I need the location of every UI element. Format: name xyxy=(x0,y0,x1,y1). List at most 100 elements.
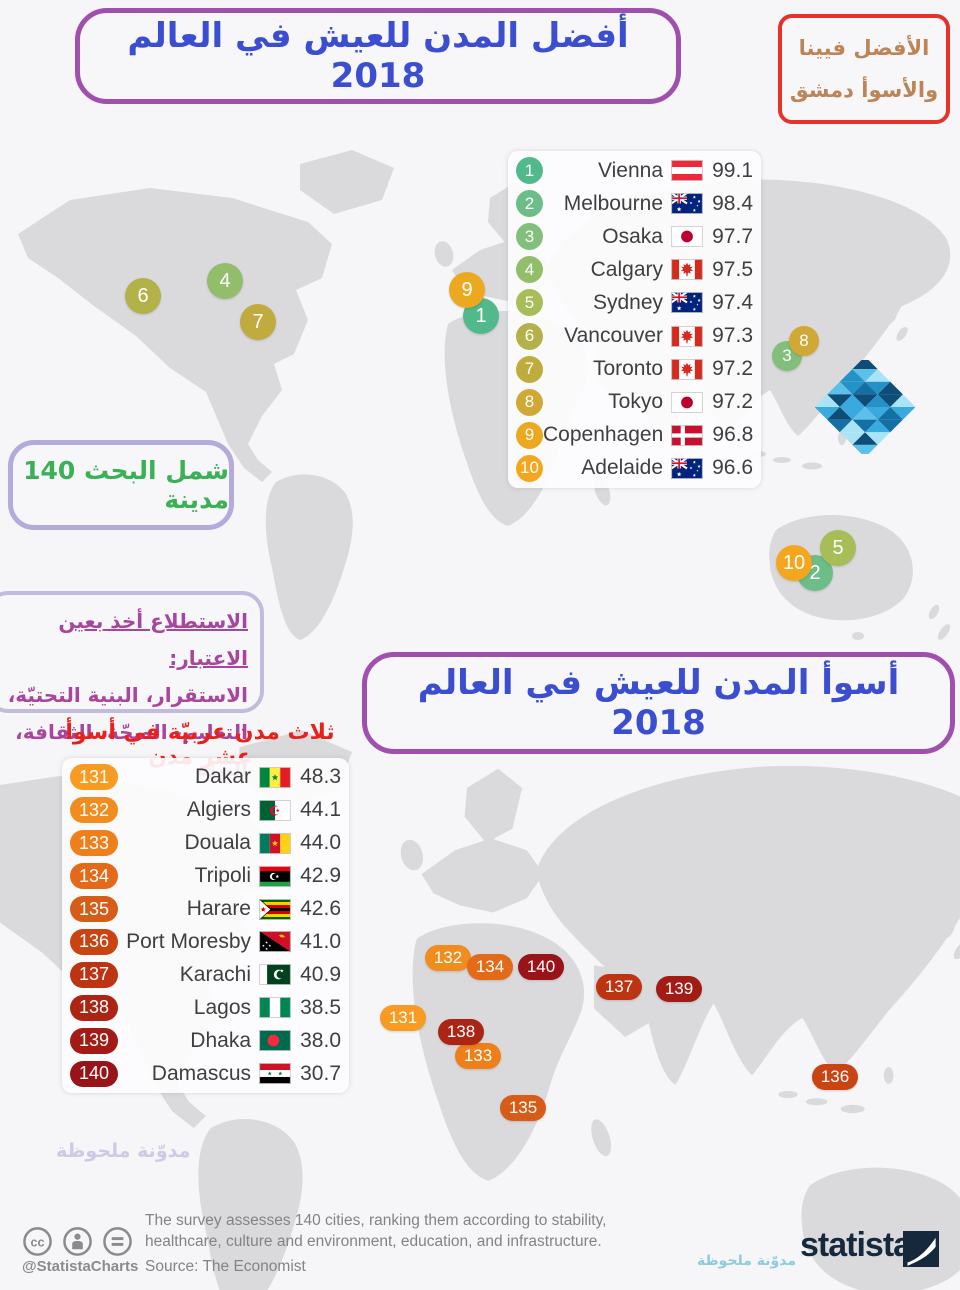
score-value: 97.7 xyxy=(712,224,753,248)
map-marker-8: 8 xyxy=(789,326,819,356)
city-name: Damascus xyxy=(151,1061,251,1085)
ranking-row-137: 137 Karachi 40.9 xyxy=(70,958,341,991)
city-name: Vancouver xyxy=(564,324,663,348)
map-marker-133: 133 xyxy=(455,1043,501,1069)
map-marker-139: 139 xyxy=(656,976,702,1002)
score-value: 98.4 xyxy=(712,191,753,215)
city-name: Tripoli xyxy=(194,864,251,888)
ranking-row-9: 9 Copenhagen 96.8 xyxy=(516,419,753,452)
city-name: Sydney xyxy=(592,290,663,314)
score-value: 42.9 xyxy=(300,864,341,888)
score-value: 97.2 xyxy=(712,390,753,414)
statista-wordmark: statista xyxy=(800,1226,912,1264)
score-value: 42.6 xyxy=(300,897,341,921)
ranking-row-8: 8 Tokyo 97.2 xyxy=(516,386,753,419)
ranking-row-5: 5 Sydney 97.4 xyxy=(516,286,753,319)
flag-pakistan-icon xyxy=(259,964,291,986)
svg-text:cc: cc xyxy=(31,1235,45,1249)
criteria-note: الاستطلاع أخذ بعين الاعتبار: الاستقرار، … xyxy=(0,591,264,781)
ranking-row-3: 3 Osaka 97.7 xyxy=(516,220,753,253)
rank-badge: 7 xyxy=(516,355,543,383)
map-marker-6: 6 xyxy=(125,278,161,314)
survey-description-line2: healthcare, culture and environment, edu… xyxy=(145,1233,602,1250)
map-marker-4: 4 xyxy=(207,263,243,299)
rank-badge: 10 xyxy=(516,454,543,482)
rank-badge: 1 xyxy=(516,157,543,185)
score-value: 96.8 xyxy=(712,423,754,447)
flag-japan-icon xyxy=(671,226,703,248)
statista-diamond-logo xyxy=(815,360,915,454)
flag-papua-new-guinea-icon xyxy=(259,931,291,953)
map-marker-9: 9 xyxy=(449,272,485,308)
rank-badge: 5 xyxy=(516,289,543,317)
ranking-row-1: 1 Vienna 99.1 xyxy=(516,154,753,187)
worst-cities-list: 131 Dakar 48.3 132 Algiers 44.1 133 Douala 44.0 1… xyxy=(62,758,349,1093)
flag-bangladesh-icon xyxy=(259,1030,291,1052)
statista-handle: @StatistaCharts xyxy=(22,1258,139,1275)
map-marker-136: 136 xyxy=(812,1064,858,1090)
criteria-line1: الاستطلاع أخذ بعين الاعتبار: xyxy=(58,609,248,670)
ranking-row-132: 132 Algiers 44.1 xyxy=(70,794,341,827)
flag-canada-icon xyxy=(671,325,703,347)
map-marker-5: 5 xyxy=(820,530,856,566)
city-name: Dakar xyxy=(194,765,251,789)
rank-badge: 138 xyxy=(70,994,118,1021)
rank-badge: 133 xyxy=(70,830,118,857)
score-value: 44.0 xyxy=(300,831,341,855)
score-value: 97.4 xyxy=(712,290,753,314)
ranking-row-134: 134 Tripoli 42.9 xyxy=(70,860,341,893)
city-name: Lagos xyxy=(193,995,251,1019)
score-value: 97.5 xyxy=(712,257,753,281)
city-name: Douala xyxy=(184,831,251,855)
rank-badge: 2 xyxy=(516,190,543,218)
map-marker-7: 7 xyxy=(240,304,276,340)
rank-badge: 6 xyxy=(516,322,543,350)
city-name: Harare xyxy=(186,897,251,921)
survey-scope-note: شمل البحث 140 مدينة xyxy=(8,440,234,530)
city-name: Port Moresby xyxy=(126,929,251,953)
ranking-row-139: 139 Dhaka 38.0 xyxy=(70,1024,341,1057)
flag-syria-icon xyxy=(259,1063,291,1085)
map-marker-138: 138 xyxy=(438,1019,484,1045)
arab-cities-note: ثلاث مدن عربيّة في أسوأ عشر مدن xyxy=(65,720,335,770)
survey-description-line1: The survey assesses 140 cities, ranking … xyxy=(145,1212,607,1229)
city-name: Melbourne xyxy=(563,191,663,215)
flag-australia-icon xyxy=(671,457,703,479)
ranking-row-138: 138 Lagos 38.5 xyxy=(70,991,341,1024)
callout-line2: والأسوأ دمشق xyxy=(789,78,939,102)
ranking-row-135: 135 Harare 42.6 xyxy=(70,893,341,926)
score-value: 30.7 xyxy=(300,1061,341,1085)
best-cities-title: أفضل المدن للعيش في العالم 2018 xyxy=(75,8,681,104)
score-value: 41.0 xyxy=(300,929,341,953)
score-value: 44.1 xyxy=(300,798,341,822)
city-name: Tokyo xyxy=(608,390,663,414)
city-name: Algiers xyxy=(186,798,251,822)
score-value: 99.1 xyxy=(712,158,753,182)
score-value: 96.6 xyxy=(712,456,753,480)
map-marker-132: 132 xyxy=(425,945,471,971)
statista-logo-icon xyxy=(903,1231,939,1267)
rank-badge: 134 xyxy=(70,863,118,890)
rank-badge: 131 xyxy=(70,764,118,791)
map-marker-131: 131 xyxy=(380,1005,426,1031)
rank-badge: 137 xyxy=(70,961,118,988)
city-name: Adelaide xyxy=(581,456,663,480)
flag-japan-icon xyxy=(671,391,703,413)
ranking-row-2: 2 Melbourne 98.4 xyxy=(516,187,753,220)
map-marker-135: 135 xyxy=(500,1095,546,1121)
city-name: Toronto xyxy=(592,357,663,381)
ranking-row-6: 6 Vancouver 97.3 xyxy=(516,319,753,352)
flag-canada-icon xyxy=(671,259,703,281)
flag-canada-icon xyxy=(671,358,703,380)
score-value: 48.3 xyxy=(300,765,341,789)
city-name: Copenhagen xyxy=(543,423,664,447)
flag-austria-icon xyxy=(671,160,703,182)
footer-blog-credit: مدوّنة ملحوظة xyxy=(697,1253,797,1269)
rank-badge: 3 xyxy=(516,223,543,251)
city-name: Dhaka xyxy=(190,1028,251,1052)
score-value: 40.9 xyxy=(300,962,341,986)
flag-denmark-icon xyxy=(671,424,704,446)
score-value: 38.5 xyxy=(300,995,341,1019)
map-marker-140: 140 xyxy=(518,954,564,980)
